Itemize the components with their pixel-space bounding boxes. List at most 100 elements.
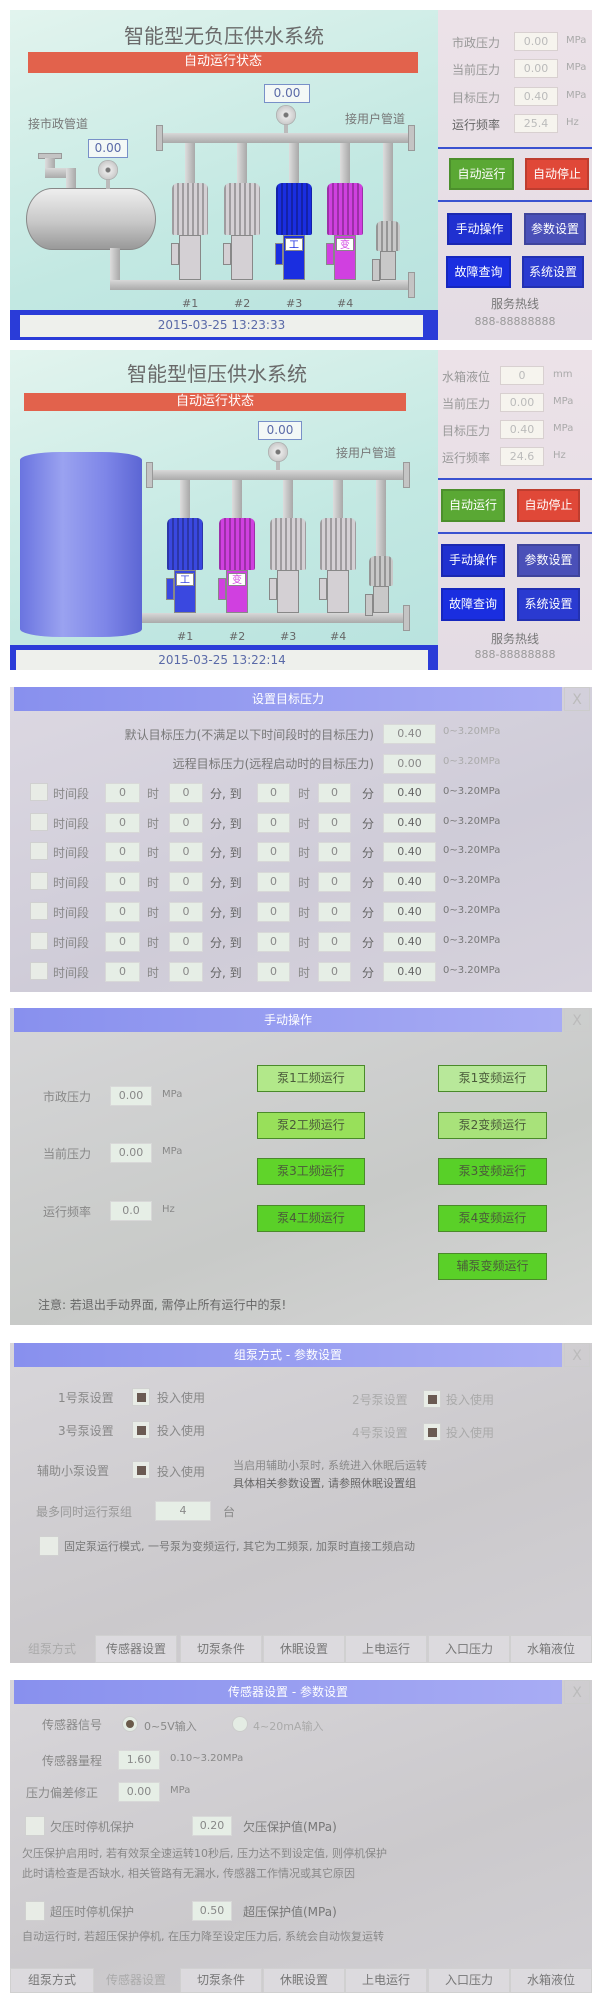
end-minute-input[interactable]: 0 [318, 902, 351, 922]
start-minute-input[interactable]: 0 [169, 783, 203, 803]
fixed-mode-checkbox[interactable] [39, 1536, 59, 1556]
period-enable-checkbox[interactable] [30, 872, 48, 890]
pump2-variable-frequency-button[interactable]: 泵2变频运行 [438, 1112, 547, 1139]
period-pressure-input[interactable]: 0.40 [383, 962, 436, 982]
end-hour-input[interactable]: 0 [257, 962, 290, 982]
end-hour-input[interactable]: 0 [257, 902, 290, 922]
period-enable-checkbox[interactable] [30, 902, 48, 920]
pump4-variable-frequency-button[interactable]: 泵4变频运行 [438, 1205, 547, 1232]
tab-1[interactable]: 组泵方式 [10, 1968, 94, 1993]
tab-2[interactable]: 传感器设置 [95, 1635, 177, 1663]
period-enable-checkbox[interactable] [30, 842, 48, 860]
period-pressure-input[interactable]: 0.40 [383, 783, 436, 803]
close-button[interactable]: X [564, 1343, 590, 1367]
period-pressure-input[interactable]: 0.40 [383, 842, 436, 862]
start-minute-input[interactable]: 0 [169, 902, 203, 922]
pressure-offset-input[interactable]: 0.00 [118, 1782, 160, 1802]
pump3-fixed-frequency-button[interactable]: 泵3工频运行 [257, 1158, 365, 1185]
period-pressure-input[interactable]: 0.40 [383, 902, 436, 922]
parameter-settings-button[interactable]: 参数设置 [517, 544, 580, 577]
start-minute-input[interactable]: 0 [169, 872, 203, 892]
period-enable-checkbox[interactable] [30, 932, 48, 950]
max-running-input[interactable]: 4 [155, 1501, 211, 1521]
undervoltage-protection-checkbox[interactable] [25, 1816, 45, 1836]
start-minute-input[interactable]: 0 [169, 962, 203, 982]
tab-5[interactable]: 上电运行 [345, 1635, 427, 1663]
close-button[interactable]: X [564, 1680, 590, 1704]
end-hour-input[interactable]: 0 [257, 842, 290, 862]
end-minute-input[interactable]: 0 [318, 962, 351, 982]
pump-1-enable-checkbox[interactable] [132, 1388, 150, 1406]
end-minute-input[interactable]: 0 [318, 813, 351, 833]
pump-2-enable-checkbox[interactable] [423, 1390, 441, 1408]
start-hour-input[interactable]: 0 [105, 842, 140, 862]
auto-run-button[interactable]: 自动运行 [441, 489, 505, 522]
start-hour-input[interactable]: 0 [105, 932, 140, 952]
start-hour-input[interactable]: 0 [105, 783, 140, 803]
tab-6[interactable]: 入口压力 [428, 1968, 510, 1993]
under-protection-input[interactable]: 0.20 [192, 1816, 232, 1836]
aux-pump-checkbox[interactable] [132, 1461, 150, 1479]
start-minute-input[interactable]: 0 [169, 932, 203, 952]
parameter-settings-button[interactable]: 参数设置 [524, 213, 586, 245]
auto-run-button[interactable]: 自动运行 [449, 158, 514, 190]
start-hour-input[interactable]: 0 [105, 902, 140, 922]
auto-stop-button[interactable]: 自动停止 [525, 158, 589, 190]
period-pressure-input[interactable]: 0.40 [383, 813, 436, 833]
end-hour-input[interactable]: 0 [257, 813, 290, 833]
pump3-variable-frequency-button[interactable]: 泵3变频运行 [438, 1158, 547, 1185]
fault-query-button[interactable]: 故障查询 [441, 588, 505, 621]
end-hour-input[interactable]: 0 [257, 783, 290, 803]
tab-1[interactable]: 组泵方式 [27, 1642, 76, 1656]
tab-6[interactable]: 入口压力 [428, 1635, 510, 1663]
period-pressure-input[interactable]: 0.40 [383, 872, 436, 892]
pump4-fixed-frequency-button[interactable]: 泵4工频运行 [257, 1205, 365, 1232]
pump2-fixed-frequency-button[interactable]: 泵2工频运行 [257, 1112, 365, 1139]
end-hour-input[interactable]: 0 [257, 932, 290, 952]
start-hour-input[interactable]: 0 [105, 962, 140, 982]
end-minute-input[interactable]: 0 [318, 842, 351, 862]
manual-operation-button[interactable]: 手动操作 [441, 544, 505, 577]
end-minute-input[interactable]: 0 [318, 932, 351, 952]
pump1-fixed-frequency-button[interactable]: 泵1工频运行 [257, 1065, 365, 1092]
pump-3-enable-checkbox[interactable] [132, 1421, 150, 1439]
period-enable-checkbox[interactable] [30, 783, 48, 801]
default-pressure-input[interactable]: 0.40 [383, 724, 436, 744]
signal-0-5v-radio[interactable] [122, 1716, 138, 1732]
pump-4-enable-checkbox[interactable] [423, 1423, 441, 1441]
start-hour-input[interactable]: 0 [105, 872, 140, 892]
tab-2[interactable]: 传感器设置 [105, 1973, 166, 1987]
status-bar: 自动运行状态 [28, 52, 418, 73]
system-settings-button[interactable]: 系统设置 [517, 588, 580, 621]
pump1-variable-frequency-button[interactable]: 泵1变频运行 [438, 1065, 547, 1092]
remote-pressure-input[interactable]: 0.00 [383, 754, 436, 774]
start-hour-input[interactable]: 0 [105, 813, 140, 833]
tab-4[interactable]: 休眠设置 [263, 1635, 345, 1663]
period-pressure-input[interactable]: 0.40 [383, 932, 436, 952]
end-minute-input[interactable]: 0 [318, 872, 351, 892]
fault-query-button[interactable]: 故障查询 [446, 256, 511, 288]
sensor-range-input[interactable]: 1.60 [118, 1750, 160, 1770]
period-enable-checkbox[interactable] [30, 813, 48, 831]
close-button[interactable]: X [564, 1008, 590, 1032]
pump-flange-icon [269, 578, 277, 600]
over-protection-input[interactable]: 0.50 [192, 1901, 232, 1921]
overpressure-protection-checkbox[interactable] [25, 1901, 45, 1921]
tab-7[interactable]: 水箱液位 [510, 1635, 592, 1663]
auto-stop-button[interactable]: 自动停止 [517, 489, 580, 522]
aux-pump-variable-frequency-button[interactable]: 辅泵变频运行 [438, 1253, 547, 1280]
tab-4[interactable]: 休眠设置 [263, 1968, 345, 1993]
start-minute-input[interactable]: 0 [169, 842, 203, 862]
manual-operation-button[interactable]: 手动操作 [447, 213, 512, 245]
system-settings-button[interactable]: 系统设置 [522, 256, 584, 288]
signal-4-20ma-radio[interactable] [232, 1716, 248, 1732]
end-hour-input[interactable]: 0 [257, 872, 290, 892]
end-minute-input[interactable]: 0 [318, 783, 351, 803]
tab-7[interactable]: 水箱液位 [510, 1968, 592, 1993]
period-enable-checkbox[interactable] [30, 962, 48, 980]
start-minute-input[interactable]: 0 [169, 813, 203, 833]
close-button[interactable]: X [564, 687, 590, 711]
tab-3[interactable]: 切泵条件 [180, 1635, 262, 1663]
tab-5[interactable]: 上电运行 [345, 1968, 427, 1993]
tab-3[interactable]: 切泵条件 [180, 1968, 262, 1993]
